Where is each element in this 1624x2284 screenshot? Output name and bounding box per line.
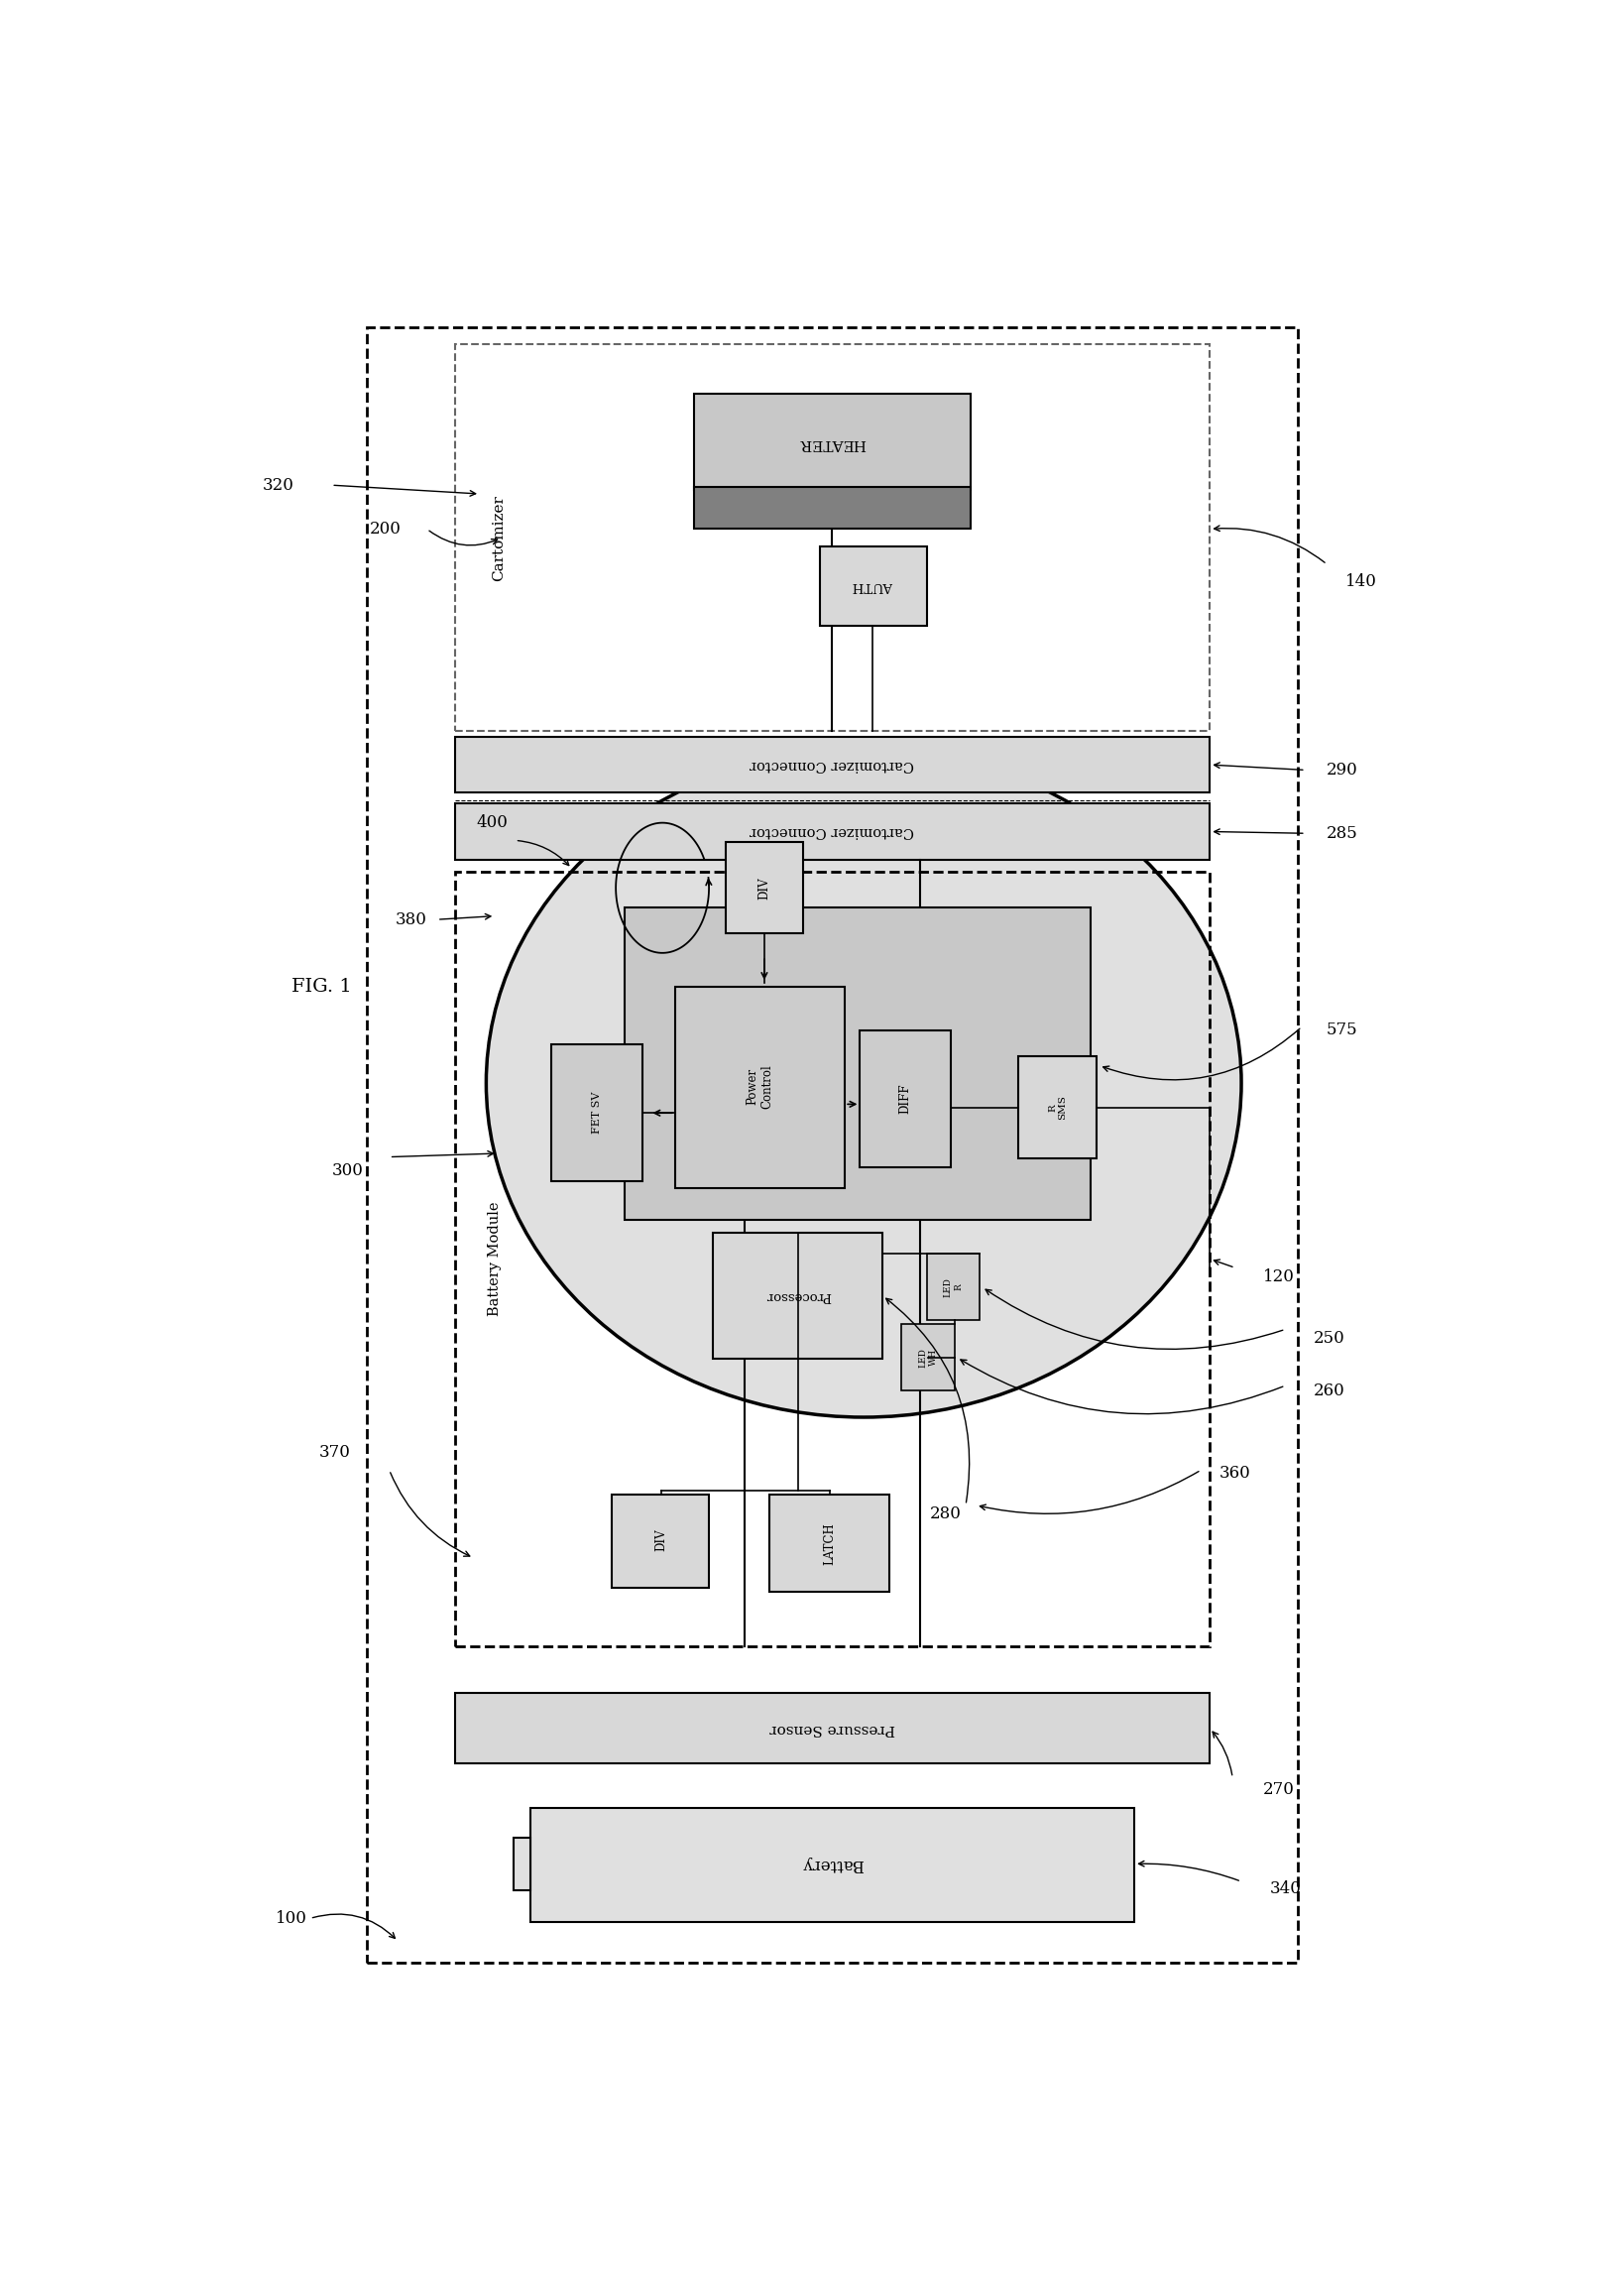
Text: 260: 260 [1314,1382,1345,1400]
Bar [693,486,971,530]
Bar [861,1030,950,1167]
Text: R
SMS: R SMS [1047,1096,1067,1119]
Bar [367,327,1298,1962]
Text: LATCH: LATCH [823,1523,836,1565]
Bar [513,1839,529,1891]
Text: 400: 400 [477,815,508,831]
Bar [770,1494,888,1592]
Bar [552,1044,641,1181]
Bar [455,872,1210,1647]
Bar [676,987,844,1188]
Text: DIV: DIV [654,1528,667,1551]
Text: Cartomizer Connector: Cartomizer Connector [750,825,914,838]
Bar [529,1807,1134,1921]
Bar [455,804,1210,859]
Text: DIFF: DIFF [898,1083,911,1115]
Bar [693,393,971,491]
Text: Battery: Battery [801,1855,864,1873]
Text: 370: 370 [320,1443,351,1462]
Text: 280: 280 [931,1505,961,1523]
Text: 120: 120 [1263,1268,1294,1286]
Text: 320: 320 [263,477,294,493]
Text: Cartomizer: Cartomizer [492,496,505,580]
Text: DIV: DIV [758,877,771,900]
Text: Cartomizer Connector: Cartomizer Connector [750,758,914,772]
Bar [713,1233,883,1359]
Text: 140: 140 [1345,573,1377,589]
Bar [1018,1057,1096,1158]
Text: FET SV: FET SV [593,1092,603,1133]
Text: LED
R: LED R [944,1277,963,1297]
Text: 575: 575 [1327,1021,1358,1039]
Text: 290: 290 [1327,761,1358,779]
Bar [455,345,1210,731]
Bar [625,907,1090,1220]
Text: 380: 380 [395,911,427,927]
Text: Power
Control: Power Control [745,1064,773,1108]
Text: LED
WH: LED WH [918,1348,937,1368]
Bar [820,546,927,626]
Text: 100: 100 [276,1909,307,1928]
Text: Processor: Processor [765,1290,831,1302]
Text: Battery Module: Battery Module [489,1201,502,1316]
Ellipse shape [486,749,1241,1416]
Text: 285: 285 [1327,825,1358,843]
Text: Pressure Sensor: Pressure Sensor [770,1722,895,1736]
Text: 270: 270 [1263,1782,1294,1798]
Bar [901,1325,955,1391]
Bar [612,1494,710,1587]
Text: HEATER: HEATER [799,436,866,450]
Bar [455,1692,1210,1763]
Text: FIG. 1: FIG. 1 [291,978,351,996]
Text: 340: 340 [1270,1880,1301,1898]
Bar [927,1254,979,1320]
Text: 200: 200 [370,521,401,537]
Bar [726,843,804,934]
Text: 360: 360 [1220,1464,1250,1482]
Text: AUTH: AUTH [853,578,893,592]
Text: 250: 250 [1314,1329,1345,1348]
Bar [455,738,1210,793]
Text: 300: 300 [331,1163,364,1179]
